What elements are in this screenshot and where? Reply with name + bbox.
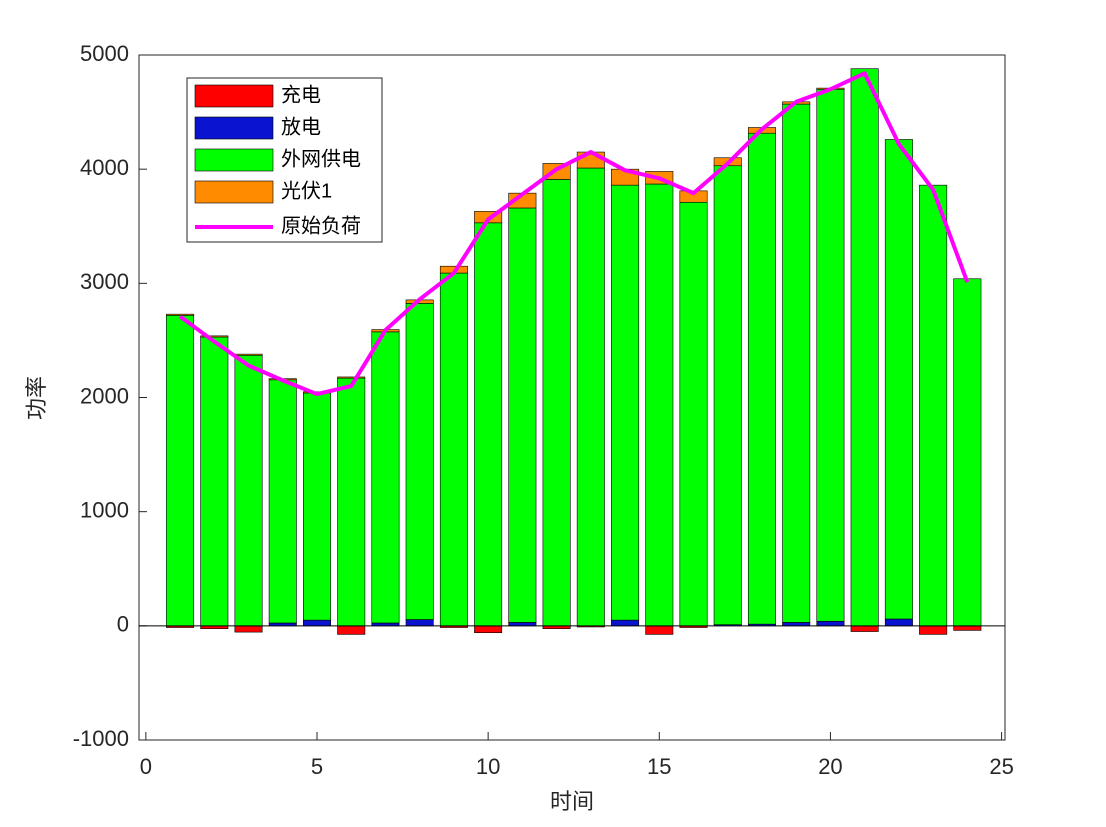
legend-swatch: [194, 180, 274, 204]
bar: [508, 207, 537, 623]
legend-label: 外网供电: [281, 147, 361, 170]
bar: [166, 314, 195, 627]
legend-label: 放电: [281, 115, 321, 138]
bar: [645, 625, 674, 635]
x-tick-label: 10: [476, 754, 500, 779]
legend-label: 光伏1: [281, 179, 332, 202]
bar: [611, 184, 640, 621]
bar: [200, 335, 229, 338]
bar: [371, 331, 400, 624]
bar: [953, 278, 982, 627]
bar: [200, 336, 229, 627]
bar: [850, 625, 879, 632]
y-tick-label: 1000: [80, 497, 129, 522]
x-tick-label: 15: [647, 754, 671, 779]
bar: [234, 625, 263, 633]
bar: [405, 619, 434, 627]
bar: [645, 183, 674, 627]
bar: [268, 379, 297, 624]
bar: [611, 619, 640, 627]
legend-label: 原始负荷: [281, 214, 361, 237]
y-tick-label: 3000: [80, 269, 129, 294]
bar: [884, 139, 913, 620]
bar: [542, 179, 571, 627]
bar: [679, 201, 708, 627]
y-tick-label: -1000: [73, 726, 129, 751]
bar: [747, 132, 776, 625]
x-tick-label: 25: [989, 754, 1013, 779]
load-line: [178, 71, 970, 397]
bar: [234, 354, 263, 627]
legend-label: 充电: [281, 83, 321, 106]
bar: [439, 272, 468, 627]
y-tick-label: 5000: [80, 41, 129, 66]
bar: [782, 103, 811, 623]
bar: [919, 184, 948, 627]
bar: [303, 392, 331, 621]
y-tick-label: 2000: [80, 383, 129, 408]
bar: [405, 303, 434, 620]
x-tick-label: 5: [311, 754, 323, 779]
x-tick-label: 20: [818, 754, 842, 779]
x-axis-label: 时间: [550, 789, 594, 814]
bar: [508, 622, 537, 627]
bar: [816, 88, 845, 622]
bar: [474, 625, 503, 633]
bar: [850, 68, 879, 627]
bar: [474, 222, 503, 627]
y-tick-label: 4000: [80, 155, 129, 180]
bar: [576, 151, 605, 169]
y-tick-label: 0: [117, 612, 129, 637]
bar: [816, 620, 845, 627]
legend-swatch: [194, 148, 274, 172]
bar: [337, 377, 366, 627]
x-tick-label: 0: [140, 754, 152, 779]
bar: [337, 376, 366, 379]
bar: [234, 353, 263, 356]
bar: [782, 622, 811, 627]
bar: [576, 167, 605, 627]
bar: [166, 313, 195, 316]
bar: [919, 625, 948, 635]
y-axis-label: 功率: [24, 376, 49, 420]
bar: [303, 619, 331, 627]
bar: [713, 165, 742, 625]
bar: [953, 625, 982, 631]
legend-swatch: [194, 84, 274, 108]
legend-swatch: [194, 116, 274, 140]
bar: [337, 625, 366, 635]
bar: [884, 618, 913, 627]
